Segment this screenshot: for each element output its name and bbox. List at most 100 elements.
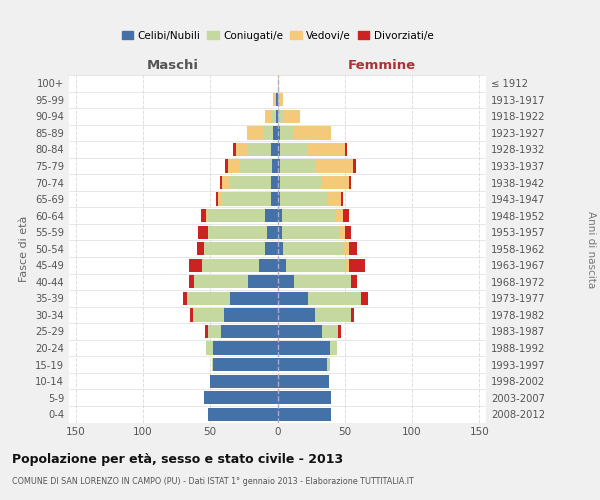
Bar: [218, 192, 221, 205]
Bar: [284, 110, 301, 123]
Bar: [338, 325, 341, 338]
Bar: [194, 275, 248, 288]
Bar: [210, 374, 277, 388]
Bar: [212, 358, 213, 371]
Bar: [221, 325, 277, 338]
Bar: [206, 342, 213, 354]
Bar: [198, 226, 208, 239]
Bar: [281, 209, 335, 222]
Bar: [203, 391, 277, 404]
Bar: [277, 408, 331, 421]
Bar: [225, 160, 228, 172]
Bar: [190, 308, 193, 322]
Bar: [277, 160, 280, 172]
Bar: [277, 374, 329, 388]
Bar: [189, 258, 202, 272]
Bar: [208, 325, 221, 338]
Bar: [277, 275, 293, 288]
Bar: [247, 126, 263, 140]
Bar: [343, 209, 349, 222]
Bar: [203, 242, 265, 256]
Bar: [349, 242, 357, 256]
Bar: [277, 358, 327, 371]
Text: COMUNE DI SAN LORENZO IN CAMPO (PU) - Dati ISTAT 1° gennaio 2013 - Elaborazione : COMUNE DI SAN LORENZO IN CAMPO (PU) - Da…: [12, 478, 414, 486]
Bar: [236, 143, 247, 156]
Bar: [208, 226, 267, 239]
Bar: [346, 258, 349, 272]
Text: Maschi: Maschi: [147, 58, 199, 71]
Bar: [349, 176, 352, 189]
Bar: [193, 308, 224, 322]
Bar: [265, 242, 277, 256]
Bar: [345, 143, 347, 156]
Bar: [286, 258, 346, 272]
Bar: [215, 192, 218, 205]
Bar: [277, 110, 284, 123]
Bar: [293, 126, 331, 140]
Bar: [343, 242, 349, 256]
Bar: [345, 226, 352, 239]
Bar: [361, 292, 368, 305]
Bar: [280, 160, 315, 172]
Bar: [223, 176, 229, 189]
Bar: [293, 275, 352, 288]
Bar: [349, 258, 365, 272]
Bar: [206, 209, 208, 222]
Bar: [202, 258, 259, 272]
Bar: [279, 93, 283, 106]
Bar: [280, 176, 322, 189]
Bar: [187, 292, 230, 305]
Bar: [240, 160, 272, 172]
Text: Popolazione per età, sesso e stato civile - 2013: Popolazione per età, sesso e stato civil…: [12, 452, 343, 466]
Bar: [327, 192, 341, 205]
Bar: [340, 226, 345, 239]
Y-axis label: Fasce di età: Fasce di età: [19, 216, 29, 282]
Bar: [280, 143, 307, 156]
Bar: [322, 325, 338, 338]
Bar: [352, 275, 357, 288]
Bar: [248, 275, 277, 288]
Bar: [259, 258, 277, 272]
Text: Anni di nascita: Anni di nascita: [586, 212, 596, 288]
Bar: [233, 143, 236, 156]
Bar: [277, 292, 308, 305]
Bar: [271, 176, 277, 189]
Bar: [277, 93, 279, 106]
Bar: [247, 143, 271, 156]
Bar: [280, 126, 293, 140]
Bar: [277, 209, 281, 222]
Bar: [277, 176, 280, 189]
Bar: [213, 358, 277, 371]
Bar: [341, 192, 343, 205]
Bar: [267, 226, 277, 239]
Bar: [208, 408, 277, 421]
Bar: [230, 292, 277, 305]
Bar: [189, 275, 194, 288]
Bar: [277, 76, 279, 90]
Bar: [277, 226, 281, 239]
Legend: Celibi/Nubili, Coniugati/e, Vedovi/e, Divorziati/e: Celibi/Nubili, Coniugati/e, Vedovi/e, Di…: [118, 26, 437, 44]
Bar: [276, 110, 277, 123]
Bar: [277, 143, 280, 156]
Bar: [271, 143, 277, 156]
Bar: [277, 242, 283, 256]
Bar: [197, 242, 203, 256]
Bar: [315, 308, 352, 322]
Bar: [213, 342, 277, 354]
Bar: [283, 242, 343, 256]
Bar: [220, 176, 223, 189]
Bar: [335, 209, 343, 222]
Bar: [228, 160, 240, 172]
Bar: [277, 258, 286, 272]
Bar: [265, 110, 272, 123]
Bar: [184, 292, 187, 305]
Bar: [277, 342, 330, 354]
Bar: [277, 126, 280, 140]
Bar: [307, 143, 345, 156]
Bar: [205, 325, 208, 338]
Bar: [201, 209, 206, 222]
Bar: [276, 93, 277, 106]
Bar: [280, 192, 327, 205]
Bar: [277, 325, 322, 338]
Bar: [353, 160, 356, 172]
